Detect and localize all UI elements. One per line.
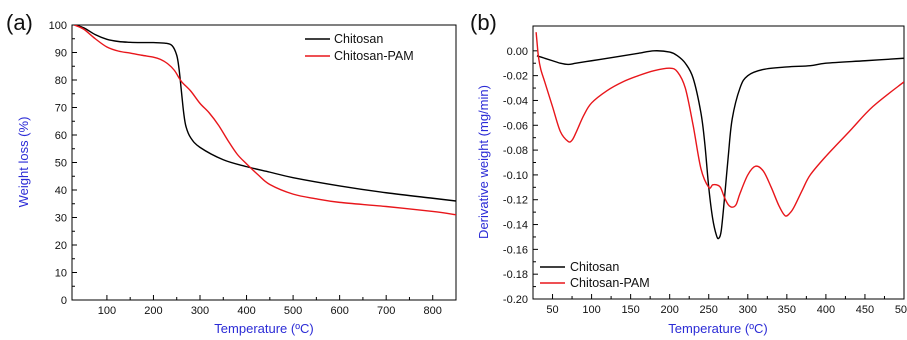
y-tick-label: 0.00 bbox=[507, 46, 528, 58]
chart-a-plot-frame bbox=[71, 24, 457, 301]
x-tick-label: 450 bbox=[856, 304, 874, 316]
y-tick-label: 70 bbox=[55, 103, 67, 115]
chart-a-series bbox=[74, 25, 456, 216]
y-tick-label: 50 bbox=[55, 158, 67, 170]
x-tick-label: 500 bbox=[895, 304, 907, 316]
y-tick-label: 100 bbox=[49, 20, 67, 32]
x-tick-label: 600 bbox=[330, 305, 348, 317]
x-tick-label: 200 bbox=[661, 304, 679, 316]
series-line-chitosan-pam bbox=[535, 32, 904, 217]
y-tick-label: -0.02 bbox=[503, 71, 528, 83]
y-tick-label: -0.16 bbox=[503, 244, 528, 256]
chart-b-series bbox=[535, 32, 904, 240]
legend-a-label-chitosan: Chitosan bbox=[334, 32, 383, 46]
y-tick-label: -0.10 bbox=[503, 170, 528, 182]
x-tick-label: 300 bbox=[739, 304, 757, 316]
y-tick-label: 10 bbox=[55, 268, 67, 280]
chart-b-x-axis-title: Temperature (ºC) bbox=[668, 321, 767, 336]
y-tick-label: -0.12 bbox=[503, 195, 528, 207]
panel-b-letter: (b) bbox=[470, 10, 497, 35]
x-tick-label: 300 bbox=[191, 305, 209, 317]
chart-a: (a) 100 200 300 400 500 600 700 800 0 10 20 30 40 50 6… bbox=[6, 10, 457, 336]
x-tick-label: 100 bbox=[582, 304, 600, 316]
x-tick-label: 350 bbox=[778, 304, 796, 316]
y-tick-label: -0.20 bbox=[503, 294, 528, 306]
x-tick-label: 500 bbox=[284, 305, 302, 317]
legend-a-label-chitosan-pam: Chitosan-PAM bbox=[334, 49, 414, 63]
series-line-chitosan-pam bbox=[74, 25, 456, 216]
x-tick-label: 700 bbox=[377, 305, 395, 317]
chart-a-ticks: 100 200 300 400 500 600 700 800 0 10 20 30 40 50 60 70 8… bbox=[49, 20, 442, 317]
y-tick-label: 0 bbox=[61, 295, 67, 307]
y-tick-label: 20 bbox=[55, 240, 67, 252]
legend-b-label-chitosan: Chitosan bbox=[570, 260, 619, 274]
x-tick-label: 800 bbox=[424, 305, 442, 317]
legend-b-label-chitosan-pam: Chitosan-PAM bbox=[570, 276, 650, 290]
y-tick-label: -0.14 bbox=[503, 220, 528, 232]
chart-b-ticks: 50 100 150 200 250 300 350 400 450 500 0.00 -0.02 -0… bbox=[503, 46, 907, 316]
series-line-chitosan bbox=[74, 25, 456, 202]
y-tick-label: 80 bbox=[55, 75, 67, 87]
y-tick-label: -0.04 bbox=[503, 95, 528, 107]
y-tick-label: -0.08 bbox=[503, 145, 528, 157]
x-tick-label: 100 bbox=[98, 305, 116, 317]
x-tick-label: 150 bbox=[621, 304, 639, 316]
series-line-chitosan bbox=[536, 50, 904, 240]
x-tick-label: 50 bbox=[546, 304, 558, 316]
panel-a-letter: (a) bbox=[6, 10, 33, 35]
chart-b-legend: Chitosan Chitosan-PAM bbox=[540, 260, 650, 290]
y-tick-label: 90 bbox=[55, 48, 67, 60]
x-tick-label: 250 bbox=[700, 304, 718, 316]
x-tick-label: 200 bbox=[144, 305, 162, 317]
chart-a-x-axis-title: Temperature (ºC) bbox=[214, 321, 313, 336]
chart-a-legend: Chitosan Chitosan-PAM bbox=[305, 32, 414, 63]
x-tick-label: 400 bbox=[237, 305, 255, 317]
chart-b: (b) 50 100 150 200 250 300 350 400 450 500 0.00 -0.… bbox=[470, 10, 907, 336]
y-tick-label: -0.06 bbox=[503, 120, 528, 132]
y-tick-label: 60 bbox=[55, 130, 67, 142]
x-tick-label: 400 bbox=[817, 304, 835, 316]
y-tick-label: 30 bbox=[55, 213, 67, 225]
chart-b-plot-frame bbox=[532, 25, 905, 300]
chart-a-y-axis-title: Weight loss (%) bbox=[16, 117, 31, 208]
y-tick-label: -0.18 bbox=[503, 269, 528, 281]
y-tick-label: 40 bbox=[55, 185, 67, 197]
chart-b-y-axis-title: Derivative weight (mg/min) bbox=[476, 85, 491, 239]
